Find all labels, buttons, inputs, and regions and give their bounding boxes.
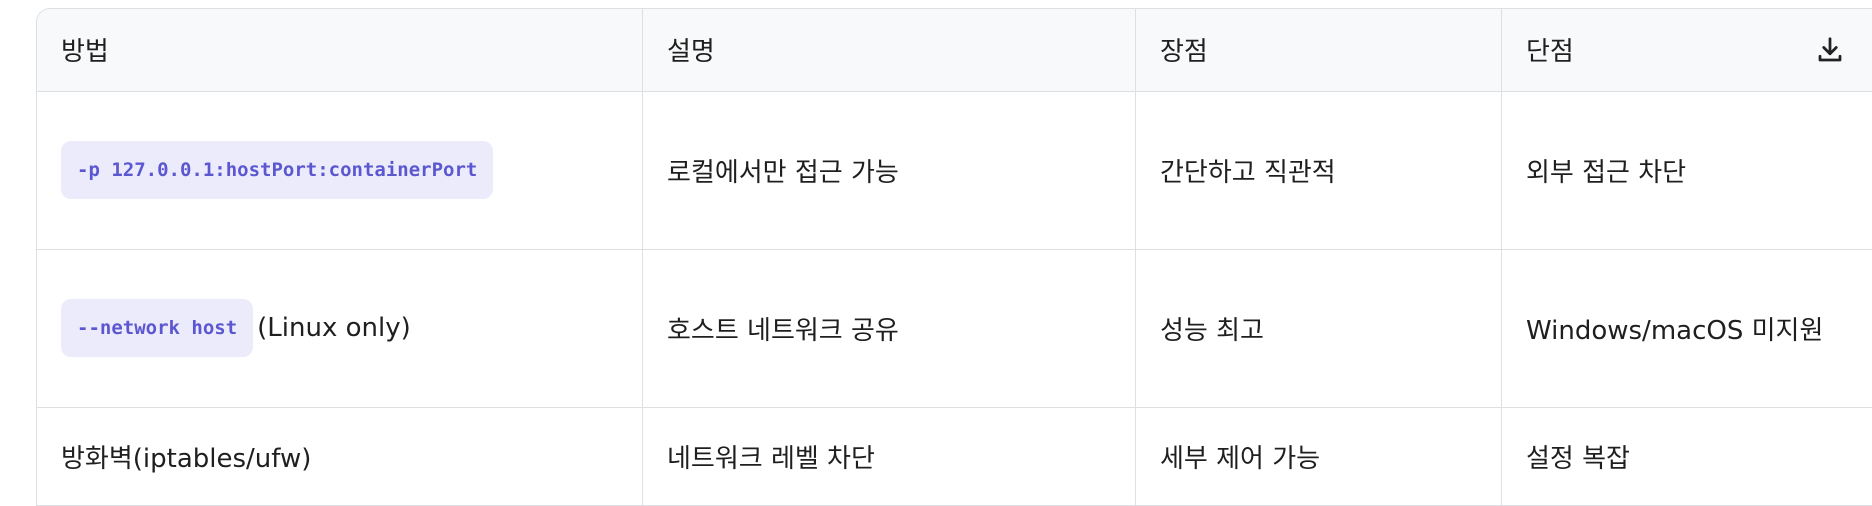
header-pros: 장점: [1135, 9, 1502, 92]
comparison-table-container: 방법 설명 장점 단점 -p 127.0: [36, 8, 1872, 506]
method-cell: 방화벽(iptables/ufw): [37, 407, 643, 506]
cons-cell: Windows/macOS 미지원: [1501, 249, 1872, 408]
table-header-row: 방법 설명 장점 단점: [37, 9, 1872, 92]
download-button[interactable]: [1810, 30, 1850, 70]
pros-cell: 세부 제어 가능: [1135, 407, 1502, 506]
description-cell: 호스트 네트워크 공유: [642, 249, 1136, 408]
method-code: --network host: [61, 299, 254, 357]
description-cell: 네트워크 레벨 차단: [642, 407, 1136, 506]
method-code: -p 127.0.0.1:hostPort:containerPort: [61, 141, 494, 199]
comparison-table: 방법 설명 장점 단점 -p 127.0: [37, 9, 1872, 506]
description-cell: 로컬에서만 접근 가능: [642, 91, 1136, 250]
method-cell: --network host (Linux only): [37, 249, 643, 408]
table-row: -p 127.0.0.1:hostPort:containerPort 로컬에서…: [37, 91, 1872, 250]
method-note: (Linux only): [257, 313, 411, 343]
header-method: 방법: [37, 9, 643, 92]
header-cons: 단점: [1526, 37, 1574, 68]
download-icon: [1818, 37, 1842, 62]
header-description: 설명: [642, 9, 1136, 92]
table-row: 방화벽(iptables/ufw) 네트워크 레벨 차단 세부 제어 가능 설정…: [37, 407, 1872, 506]
pros-cell: 성능 최고: [1135, 249, 1502, 408]
method-cell: -p 127.0.0.1:hostPort:containerPort: [37, 91, 643, 250]
table-row: --network host (Linux only) 호스트 네트워크 공유 성…: [37, 249, 1872, 408]
pros-cell: 간단하고 직관적: [1135, 91, 1502, 250]
header-cons-cell: 단점: [1501, 9, 1872, 92]
cons-cell: 외부 접근 차단: [1501, 91, 1872, 250]
cons-cell: 설정 복잡: [1501, 407, 1872, 506]
